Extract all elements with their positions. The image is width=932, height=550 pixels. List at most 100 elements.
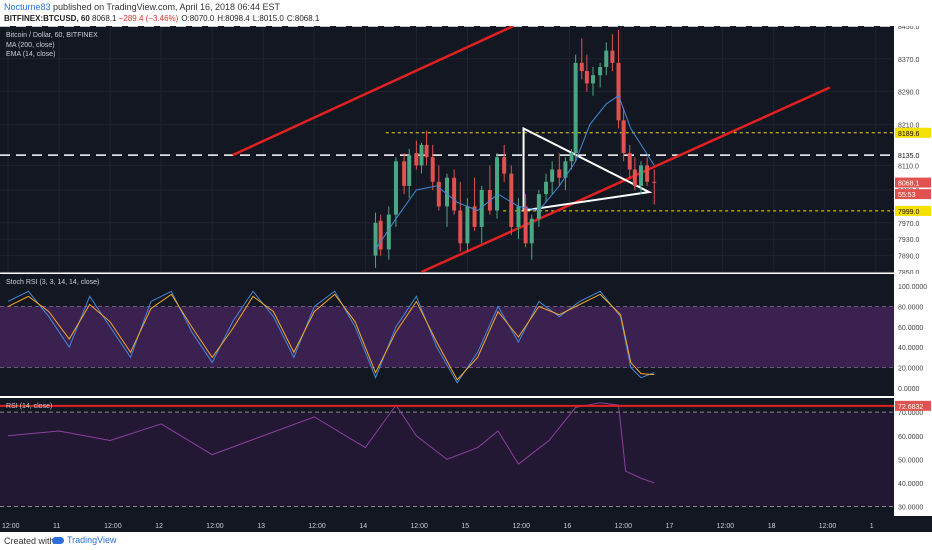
candle [632,169,637,186]
stoch-tick-label: 60.0000 [898,325,923,332]
rsi-pane: 70.0000 60.0000 50.0000 40.0000 30.0000 72.68… [0,398,932,516]
rsi-tick-label: 70.0000 [898,410,923,417]
candle [610,50,615,63]
publish-text: published on TradingView.com, April 16, … [53,2,281,12]
stoch-tick-label: 80.0000 [898,305,923,312]
time-tick-label: 12 [155,523,163,530]
low-value: L:8015.0 [252,14,284,23]
time-tick-label: 12:00 [819,523,837,530]
candle [495,157,500,211]
time-tick-label: 12:00 [104,523,122,530]
time-tick-label: 11 [53,523,60,530]
rsi-tick-label: 60.0000 [898,434,923,441]
time-tick-label: 15 [461,523,469,530]
triangle-pattern [522,126,653,212]
candle [402,161,407,186]
candle [430,157,435,182]
candle [563,161,568,178]
trading-chart[interactable]: 8450.08370.08290.08210.08110.08050.07970… [0,26,932,532]
candle [550,169,555,182]
price-scale-bg [894,26,932,272]
candle [536,194,541,219]
candle [516,206,521,227]
candle [472,206,477,227]
price-mark-bg [895,177,931,188]
price-tick-label: 8450.0 [898,26,920,31]
price-mark-label: 8135.0 [898,153,920,160]
stoch-rsi-pane: 100.0000 80.0000 60.0000 40.0000 20.0000 0.00… [0,274,932,396]
candle [436,181,441,207]
time-tick-label: 12:00 [615,523,633,530]
rsi-tick-label: 50.0000 [898,457,923,464]
created-with-text: Created with [4,536,55,546]
chart-title: Bitcoin / Dollar, 60, BITFINEX [6,32,98,39]
candle [424,144,429,158]
time-tick-label: 12:00 [410,523,428,530]
price-tick-label: 7930.0 [898,237,920,244]
candle [378,220,383,250]
open-value: O:8070.0 [181,14,215,23]
rsi-line [7,402,655,484]
time-axis-bg [0,516,932,532]
price-mark-label: 7999.0 [898,209,920,216]
price-change: −289.4 (−3.46%) [118,14,179,23]
rsi-tick-label: 30.0000 [898,505,923,512]
trendline [232,26,514,157]
candle [386,214,391,250]
time-tick-label: 14 [359,523,367,530]
tradingview-logo[interactable]: TradingView [52,535,117,545]
time-tick-label: 18 [768,523,776,530]
time-tick-label: 12:00 [512,523,530,530]
price-tick-label: 8290.0 [898,90,920,97]
cloud-icon [52,537,64,545]
brand-label: TradingView [67,535,117,545]
price-bg [0,26,894,272]
candle [627,153,632,170]
price-pane: 8450.08370.08290.08210.08110.08050.07970… [0,26,932,277]
candle [523,206,528,244]
candle [590,75,595,84]
candle [502,157,507,174]
price-mark-bg [895,127,931,138]
time-tick-label: 1 [870,523,874,530]
rsi-tick-label: 40.0000 [898,481,923,488]
stoch-tick-label: 0.0000 [898,386,920,393]
price-tick-label: 7850.0 [898,270,920,277]
symbol-label: BITFINEX:BTCUSD, 60 [4,14,90,23]
high-value: H:8098.4 [217,14,250,23]
candle [452,177,457,211]
candle [419,144,424,166]
candle [393,161,398,215]
price-tick-label: 8370.0 [898,57,920,64]
price-tick-label: 7970.0 [898,221,920,228]
stoch-tick-label: 20.0000 [898,366,923,373]
price-mark-bg [895,189,931,200]
candle [445,177,449,207]
stoch-tick-label: 40.0000 [898,345,923,352]
candle [604,50,609,67]
candle [529,218,534,244]
stoch-tick-label: 100.0000 [898,284,927,291]
time-tick-label: 12:00 [2,523,20,530]
time-tick-label: 12:00 [206,523,224,530]
rsi-scale-bg [894,398,932,516]
time-tick-label: 12:00 [717,523,735,530]
price-mark-label: 55:53 [898,192,916,199]
candle [573,62,578,154]
rsi-title: RSI (14, close) [6,403,52,410]
candle [414,153,419,166]
candle [584,71,589,84]
publish-line: Nocturne83 published on TradingView.com,… [4,2,280,12]
time-tick-label: 16 [564,523,572,530]
stoch-scale-bg [894,274,932,396]
author-link[interactable]: Nocturne83 [4,2,51,12]
price-tick-label: 8210.0 [898,122,920,129]
rsi-value-bg [895,400,931,411]
candle [479,190,484,227]
candle [373,222,378,256]
chart-header: Nocturne83 published on TradingView.com,… [0,0,932,26]
candle [638,165,643,186]
price-mark-label: 8189.6 [898,131,920,138]
candle [557,169,562,178]
candle [616,62,621,121]
